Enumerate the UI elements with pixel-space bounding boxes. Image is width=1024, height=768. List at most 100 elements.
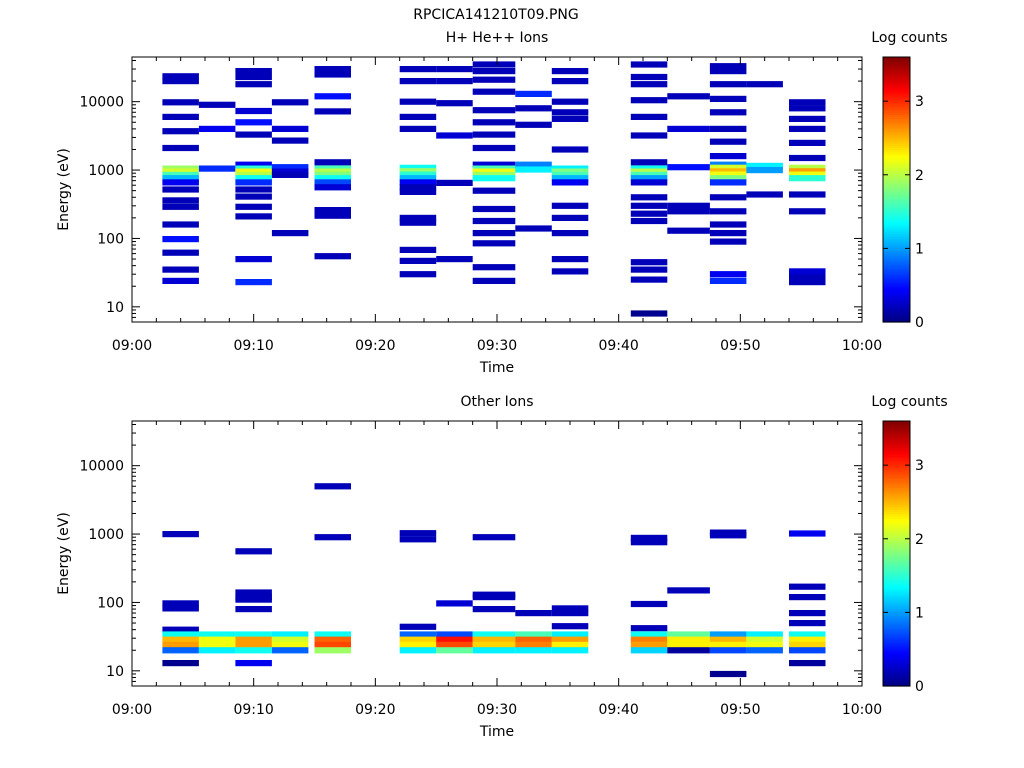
colorbar-segment (883, 504, 910, 508)
spectrogram-cell (235, 179, 272, 186)
spectrogram-cell (630, 636, 668, 643)
spectrogram-cell (235, 73, 272, 81)
spectrogram-cell (551, 202, 589, 209)
colorbar-segment (883, 271, 910, 275)
colorbar-segment (883, 253, 910, 257)
colorbar-segment (883, 471, 910, 475)
spectrogram-cell (472, 168, 516, 175)
colorbar-segment (883, 619, 910, 623)
colorbar-segment (883, 101, 910, 104)
spectrogram-cell (551, 256, 589, 263)
panel-other-ions: Other Ions 09:00 09:10 09:20 09:30 09:40 09:50… (56, 394, 948, 740)
spectrogram-cell (162, 605, 199, 612)
colorbar-segment (883, 478, 910, 482)
colorbar-segment (883, 81, 910, 85)
x-tick-label: 09:40 (598, 702, 638, 718)
spectrogram-cell (235, 647, 272, 654)
colorbar-segment (883, 679, 910, 683)
spectrogram-cell (314, 534, 351, 541)
colorbar-segment (883, 491, 910, 495)
spectrogram-cell (235, 548, 272, 555)
spectrogram-cell (162, 113, 199, 120)
colorbar-segment (883, 85, 910, 89)
spectrogram-cell (314, 66, 351, 73)
y-tick-label: 10 (106, 664, 124, 680)
spectrogram-cell (709, 125, 747, 132)
spectrogram-cell (630, 210, 668, 217)
x-axis-label: Time (479, 360, 514, 376)
spectrogram-cell (746, 191, 783, 198)
spectrogram-cell (472, 230, 516, 237)
colorbar-segment (883, 436, 910, 440)
x-tick-label: 09:40 (598, 338, 638, 354)
spectrogram-cell (630, 175, 668, 182)
spectrogram-cell (789, 636, 826, 643)
colorbar-segment (883, 648, 910, 652)
spectrogram-cell (399, 184, 437, 191)
spectrogram-cell (789, 279, 826, 286)
panel-title: Other Ions (460, 394, 533, 410)
colorbar-segment (883, 275, 910, 279)
spectrogram-cell (235, 203, 272, 210)
spectrogram-cell (709, 238, 747, 245)
x-tick-label: 09:20 (355, 338, 395, 354)
y-axis-label: Energy (eV) (56, 148, 72, 231)
colorbar-segment (883, 167, 910, 171)
colorbar-segment (883, 674, 910, 678)
colorbar-segment (883, 434, 910, 438)
colorbar-segment (883, 604, 910, 608)
spectrogram-cell (630, 641, 668, 648)
colorbar-segment (883, 233, 910, 237)
colorbar-segment (883, 566, 910, 570)
spectrogram-cell (789, 660, 826, 667)
spectrogram-cell (709, 230, 747, 237)
colorbar-segment (883, 535, 910, 539)
colorbar-segment (883, 304, 910, 308)
spectrogram-cell (709, 641, 747, 648)
colorbar-segment (883, 637, 910, 641)
colorbar-segment (883, 447, 910, 451)
spectrogram-cell (667, 202, 710, 209)
colorbar-segment (883, 257, 910, 261)
colorbar-segment (883, 476, 910, 480)
y-tick-label: 1000 (88, 527, 124, 543)
colorbar-segment (883, 229, 910, 233)
spectrogram-cell (472, 647, 516, 654)
panel-title: H+ He++ Ions (446, 30, 549, 46)
spectrogram-cell (399, 125, 437, 132)
colorbar-segment (883, 147, 910, 151)
colorbar-segment (883, 96, 910, 100)
colorbar-segment (883, 432, 910, 435)
colorbar-segment (883, 306, 910, 310)
spectrogram-cell (399, 168, 437, 175)
spectrogram-cell (162, 73, 199, 80)
colorbar: 0 1 2 3 Log counts (871, 394, 947, 695)
spectrogram-cell (551, 68, 589, 75)
spectrogram-cell (399, 214, 437, 221)
spectrogram-cell (271, 171, 309, 178)
colorbar-segment (883, 264, 910, 268)
colorbar-segment (883, 438, 910, 442)
spectrogram-cell (198, 647, 236, 654)
colorbar-segment (883, 242, 910, 246)
colorbar-segment (883, 224, 910, 228)
spectrogram-cell (630, 259, 668, 266)
spectrogram-cell (551, 98, 589, 105)
spectrogram-cell (314, 647, 351, 654)
spectrogram-cell (235, 186, 272, 193)
spectrogram-cell (667, 647, 710, 654)
spectrogram-cell (235, 107, 272, 115)
colorbar-segment (883, 123, 910, 127)
spectrogram-cell (472, 240, 516, 247)
spectrogram-cell (709, 153, 747, 160)
spectrogram-cell (630, 179, 668, 186)
spectrogram-cell (162, 171, 199, 178)
colorbar-segment (883, 586, 910, 590)
colorbar-segment (883, 244, 910, 248)
spectrogram-cell (162, 186, 199, 193)
spectrogram-cell (235, 68, 272, 75)
spectrogram-cell (235, 606, 272, 613)
colorbar-segment (883, 626, 910, 630)
spectrogram-cell (551, 214, 589, 221)
spectrogram-cell (472, 641, 516, 648)
